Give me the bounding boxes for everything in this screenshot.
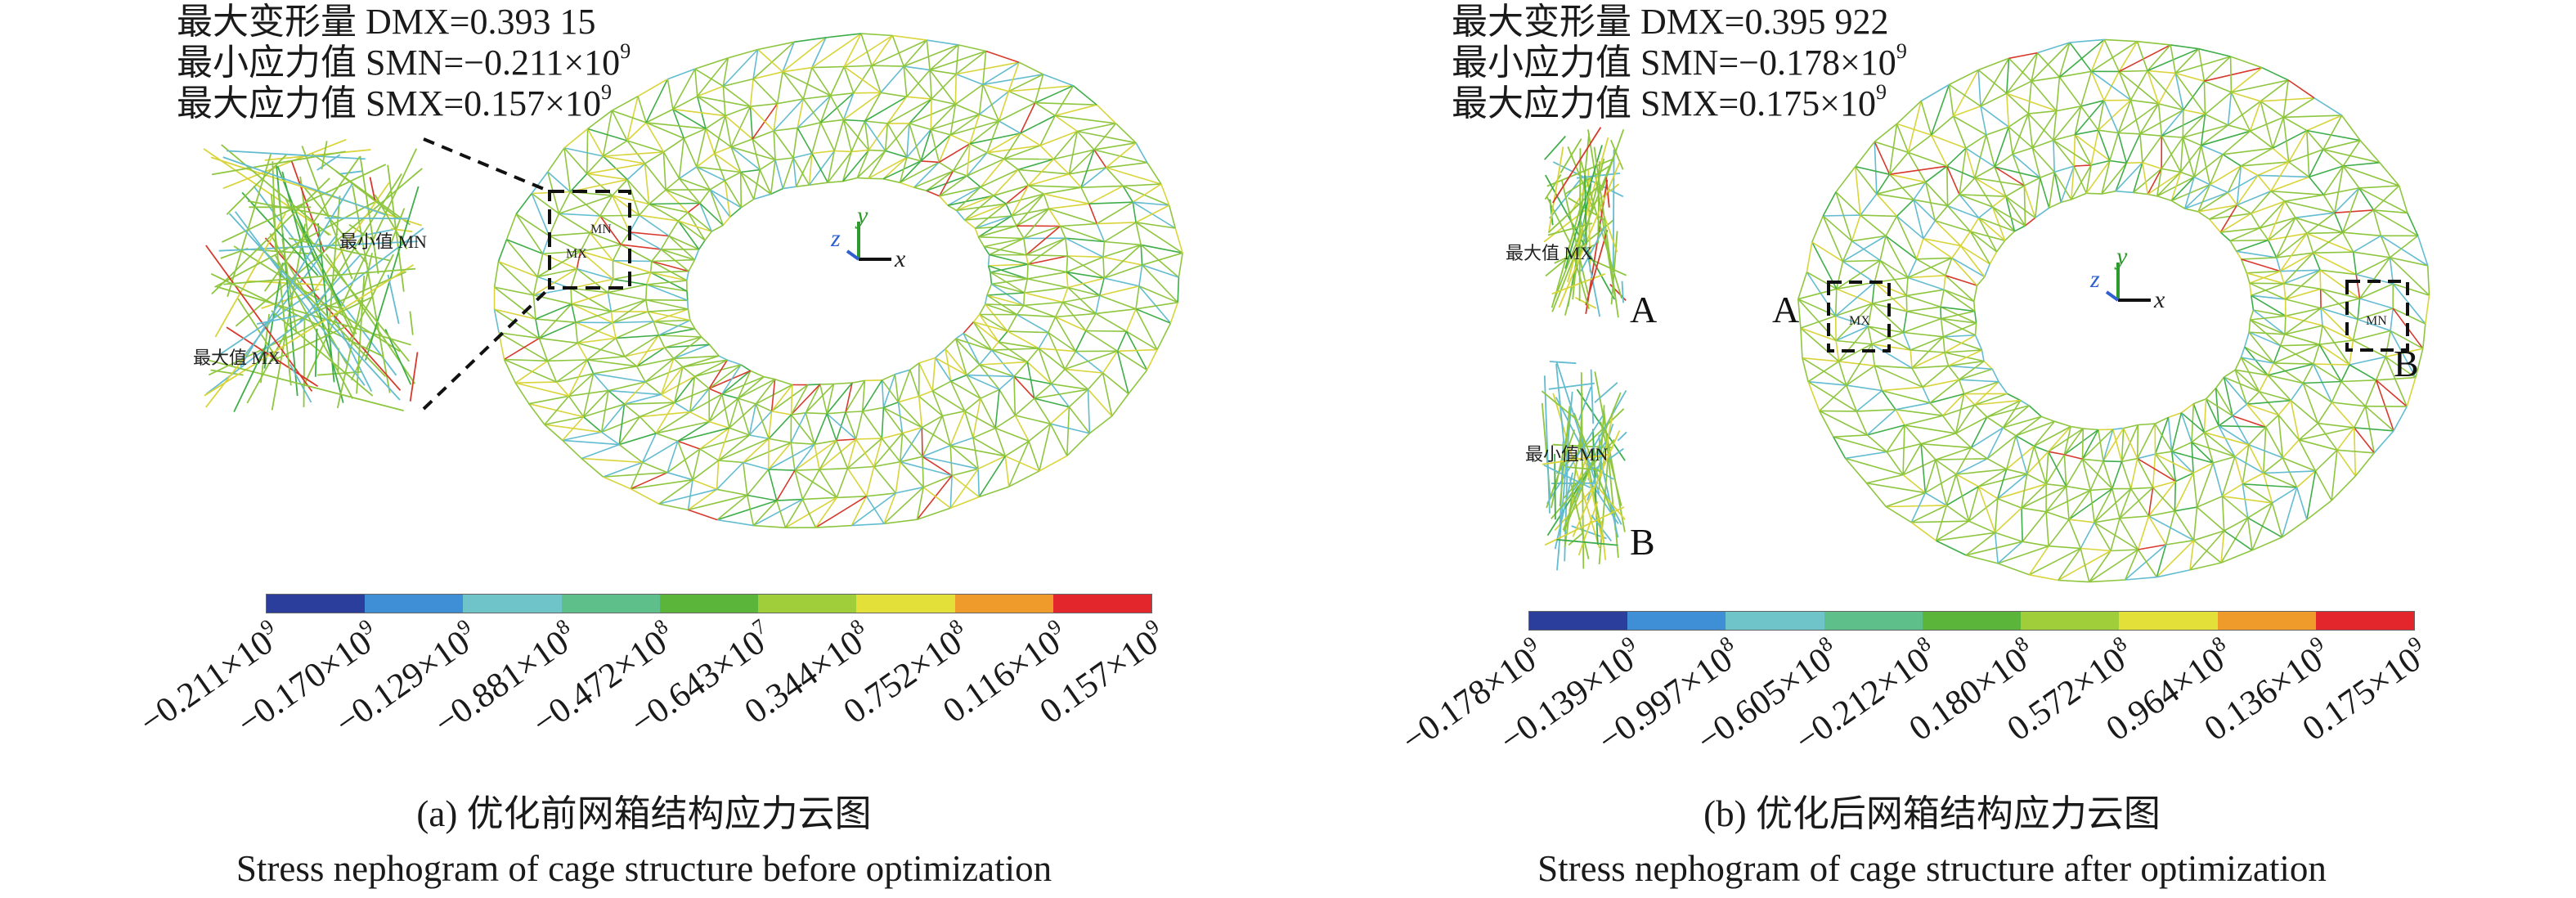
max-stress: 最大应力值 SMX=0.157×109: [177, 80, 612, 124]
caption-chinese: (a) 优化前网箱结构应力云图: [416, 793, 872, 834]
axis-z-label: z: [2090, 266, 2100, 293]
leader-line-bottom: [422, 286, 551, 411]
color-bar-segment: [463, 595, 562, 613]
detail-box-b: [2345, 280, 2409, 352]
coordinate-axes: y x z: [2085, 243, 2175, 327]
box-a-max-label: MX: [1849, 314, 1870, 328]
color-bar-segment: [1726, 612, 1824, 630]
max-deformation: 最大变形量 DMX=0.395 922: [1452, 2, 1889, 42]
color-bar-segment: [267, 595, 366, 613]
panel-after-optimization: 最大变形量 DMX=0.395 922 最小应力值 SMN=−0.178×109…: [1288, 0, 2576, 898]
max-deformation: 最大变形量 DMX=0.393 15: [177, 2, 596, 42]
axis-x-label: x: [895, 245, 906, 272]
box-max-label: MX: [566, 247, 587, 261]
caption-chinese: (b) 优化后网箱结构应力云图: [1703, 793, 2161, 834]
axis-y-label: y: [857, 202, 868, 229]
stress-color-bar: [1528, 611, 2415, 631]
coordinate-axes: y x z: [826, 202, 916, 286]
cage-mesh-diagram: [203, 33, 1183, 529]
box-min-label: MN: [590, 222, 612, 236]
color-bar-segment: [1052, 595, 1151, 613]
detail-inset-b-mesh: [1541, 361, 1627, 571]
box-a-letter: A: [1772, 289, 1800, 330]
color-bar-segment: [2217, 612, 2316, 630]
cage-mesh-diagram: [1541, 38, 2430, 583]
detail-box: [548, 190, 631, 290]
inset-max-label: 最大值 MX: [193, 348, 280, 368]
stress-color-bar: [266, 594, 1152, 613]
detail-inset-a-mesh: [1543, 127, 1627, 318]
inset-min-label: 最小值 MN: [339, 231, 427, 252]
color-bar-segment: [2119, 612, 2218, 630]
color-bar-segment: [2021, 612, 2120, 630]
color-bar-segment: [758, 595, 857, 613]
max-stress: 最大应力值 SMX=0.175×109: [1452, 80, 1887, 124]
box-b-min-label: MN: [2366, 314, 2387, 328]
min-stress: 最小应力值 SMN=−0.211×109: [177, 39, 631, 83]
axis-x-label: x: [2154, 286, 2165, 313]
cage-ring-mesh: [493, 33, 1183, 529]
caption-english: Stress nephogram of cage structure befor…: [236, 848, 1052, 889]
axis-y-label: y: [2116, 243, 2128, 270]
detail-box-a: [1827, 281, 1891, 352]
axis-z-label: z: [831, 225, 841, 252]
color-bar-segment: [1824, 612, 1923, 630]
axes-icon: [2105, 263, 2151, 302]
detail-inset-mesh: [203, 138, 424, 412]
caption-english: Stress nephogram of cage structure after…: [1537, 848, 2327, 889]
inset-a-label: 最大值 MX: [1506, 243, 1593, 263]
inset-a-letter: A: [1630, 289, 1658, 330]
min-stress: 最小应力值 SMN=−0.178×109: [1452, 39, 1907, 83]
color-bar-segment: [1529, 612, 1628, 630]
color-bar-segment: [856, 595, 955, 613]
axes-icon: [846, 222, 891, 261]
result-summary: 最大变形量 DMX=0.393 15 最小应力值 SMN=−0.211×109 …: [177, 2, 631, 124]
color-bar-segment: [561, 595, 660, 613]
box-b-letter: B: [2394, 343, 2419, 384]
inset-b-label: 最小值MN: [1525, 444, 1609, 465]
color-bar-segment: [2315, 612, 2414, 630]
color-bar-segment: [659, 595, 759, 613]
panel-before-optimization: 最大变形量 DMX=0.393 15 最小应力值 SMN=−0.211×109 …: [132, 2, 1183, 889]
result-summary: 最大变形量 DMX=0.395 922 最小应力值 SMN=−0.178×109…: [1452, 2, 1907, 124]
color-bar-segment: [1922, 612, 2022, 630]
leader-line-top: [423, 137, 550, 193]
cage-ring-mesh: [1797, 38, 2430, 583]
color-bar-segment: [954, 595, 1053, 613]
color-bar-segment: [365, 595, 464, 613]
inset-b-letter: B: [1630, 521, 1655, 563]
color-bar-segment: [1627, 612, 1726, 630]
